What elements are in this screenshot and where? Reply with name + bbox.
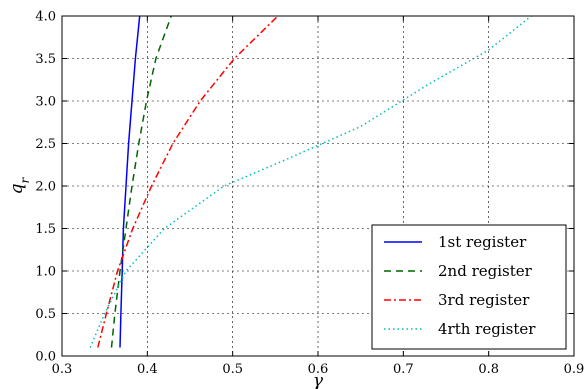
x-tick-label: 0.7 (393, 362, 414, 377)
y-tick-label: 3.0 (35, 95, 56, 110)
series-line-1 (119, 15, 141, 348)
plot-series (89, 15, 532, 348)
y-tick-label: 1.0 (35, 265, 56, 280)
y-axis-label-subscript: r (18, 176, 32, 183)
series-line-2 (110, 15, 172, 348)
y-axis-label-main: q (7, 183, 27, 194)
y-tick-label: 3.5 (35, 52, 56, 67)
x-tick-label: 0.3 (52, 362, 73, 377)
legend-label-3: 3rd register (438, 291, 530, 309)
y-tick-label: 2.5 (35, 137, 56, 152)
legend-label-2: 2nd register (438, 262, 533, 280)
y-tick-label: 0.5 (35, 307, 56, 322)
y-tick-label: 2.0 (35, 180, 56, 195)
x-tick-label: 0.9 (564, 362, 584, 377)
legend-label-1: 1st register (438, 233, 527, 251)
series-line-3 (97, 15, 279, 348)
series-line-4 (89, 15, 532, 348)
x-tick-label: 0.4 (137, 362, 158, 377)
y-tick-label: 0.0 (35, 350, 56, 365)
y-tick-label: 1.5 (35, 222, 56, 237)
legend: 1st register 2nd register 3rd register 4rth… (371, 224, 567, 350)
y-tick-label: 4.0 (35, 10, 56, 25)
legend-box (371, 224, 567, 350)
legend-label-4: 4rth register (438, 320, 536, 338)
y-axis-label: qr (7, 176, 32, 194)
x-axis-label: γ (313, 371, 324, 389)
x-tick-label: 0.6 (308, 362, 329, 377)
x-tick-label: 0.5 (222, 362, 243, 377)
x-tick-label: 0.8 (478, 362, 499, 377)
axis-ticks: 0.3 0.4 0.5 0.6 0.7 0.8 0.9 0.0 0.5 1.0 1.5 2.0 2.5 3… (35, 10, 584, 378)
